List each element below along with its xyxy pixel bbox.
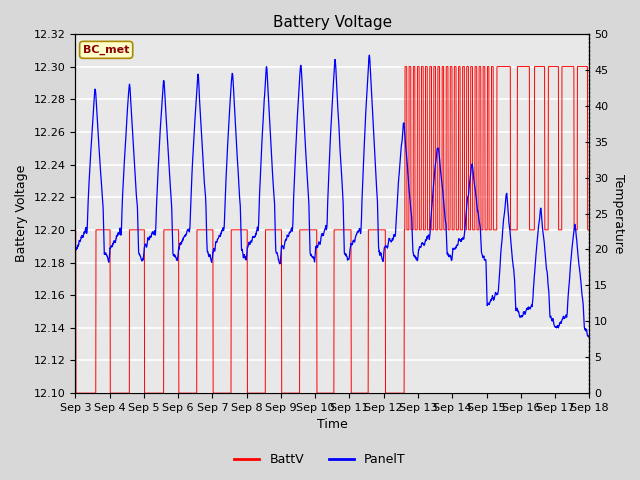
Y-axis label: Battery Voltage: Battery Voltage	[15, 165, 28, 262]
Text: BC_met: BC_met	[83, 45, 129, 55]
Legend: BattV, PanelT: BattV, PanelT	[229, 448, 411, 471]
Title: Battery Voltage: Battery Voltage	[273, 15, 392, 30]
X-axis label: Time: Time	[317, 419, 348, 432]
Y-axis label: Temperature: Temperature	[612, 174, 625, 253]
